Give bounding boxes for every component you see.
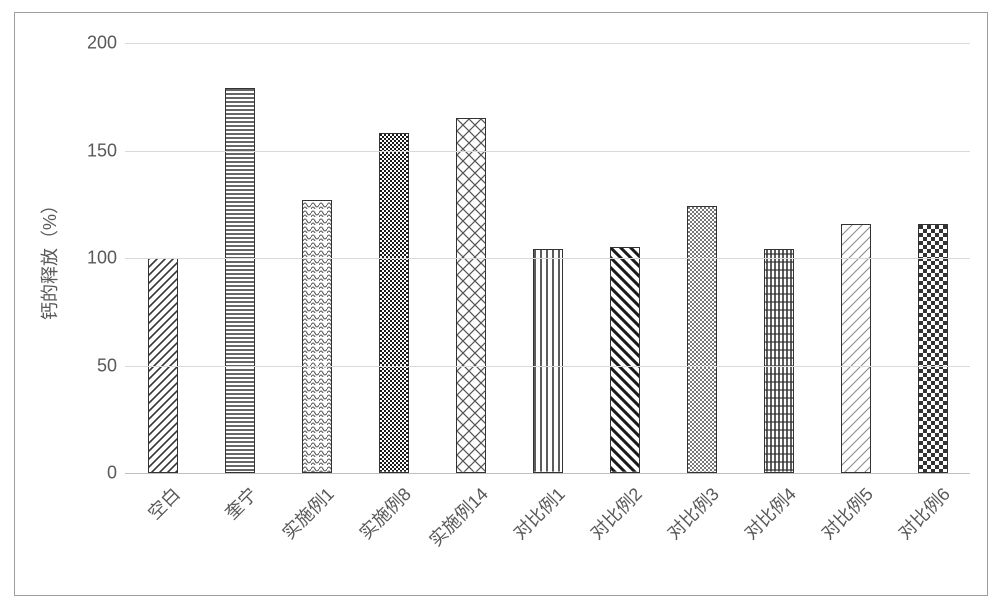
bar (225, 88, 255, 473)
bar (764, 249, 794, 473)
plot-area: 050100150200 (125, 43, 970, 474)
bar (687, 206, 717, 473)
y-axis-label-container: 钙的释放（%） (37, 43, 61, 473)
grid-line (125, 151, 970, 152)
grid-line (125, 366, 970, 367)
y-tick-label: 200 (65, 33, 117, 54)
bar (533, 249, 563, 473)
y-tick-label: 100 (65, 248, 117, 269)
bar (379, 133, 409, 473)
chart-frame: 钙的释放（%） 050100150200 空白奎宁实施例1实施例8实施例14对比… (14, 12, 988, 596)
y-tick-label: 50 (65, 355, 117, 376)
bar (918, 224, 948, 473)
y-tick-label: 150 (65, 140, 117, 161)
bar (302, 200, 332, 473)
x-axis-labels: 空白奎宁实施例1实施例8实施例14对比例1对比例2对比例3对比例4对比例5对比例… (125, 481, 970, 591)
bar (610, 247, 640, 473)
grid-line (125, 258, 970, 259)
y-tick-label: 0 (65, 463, 117, 484)
bar (841, 224, 871, 473)
y-axis-label: 钙的释放（%） (36, 196, 62, 320)
grid-line (125, 43, 970, 44)
bar (456, 118, 486, 473)
